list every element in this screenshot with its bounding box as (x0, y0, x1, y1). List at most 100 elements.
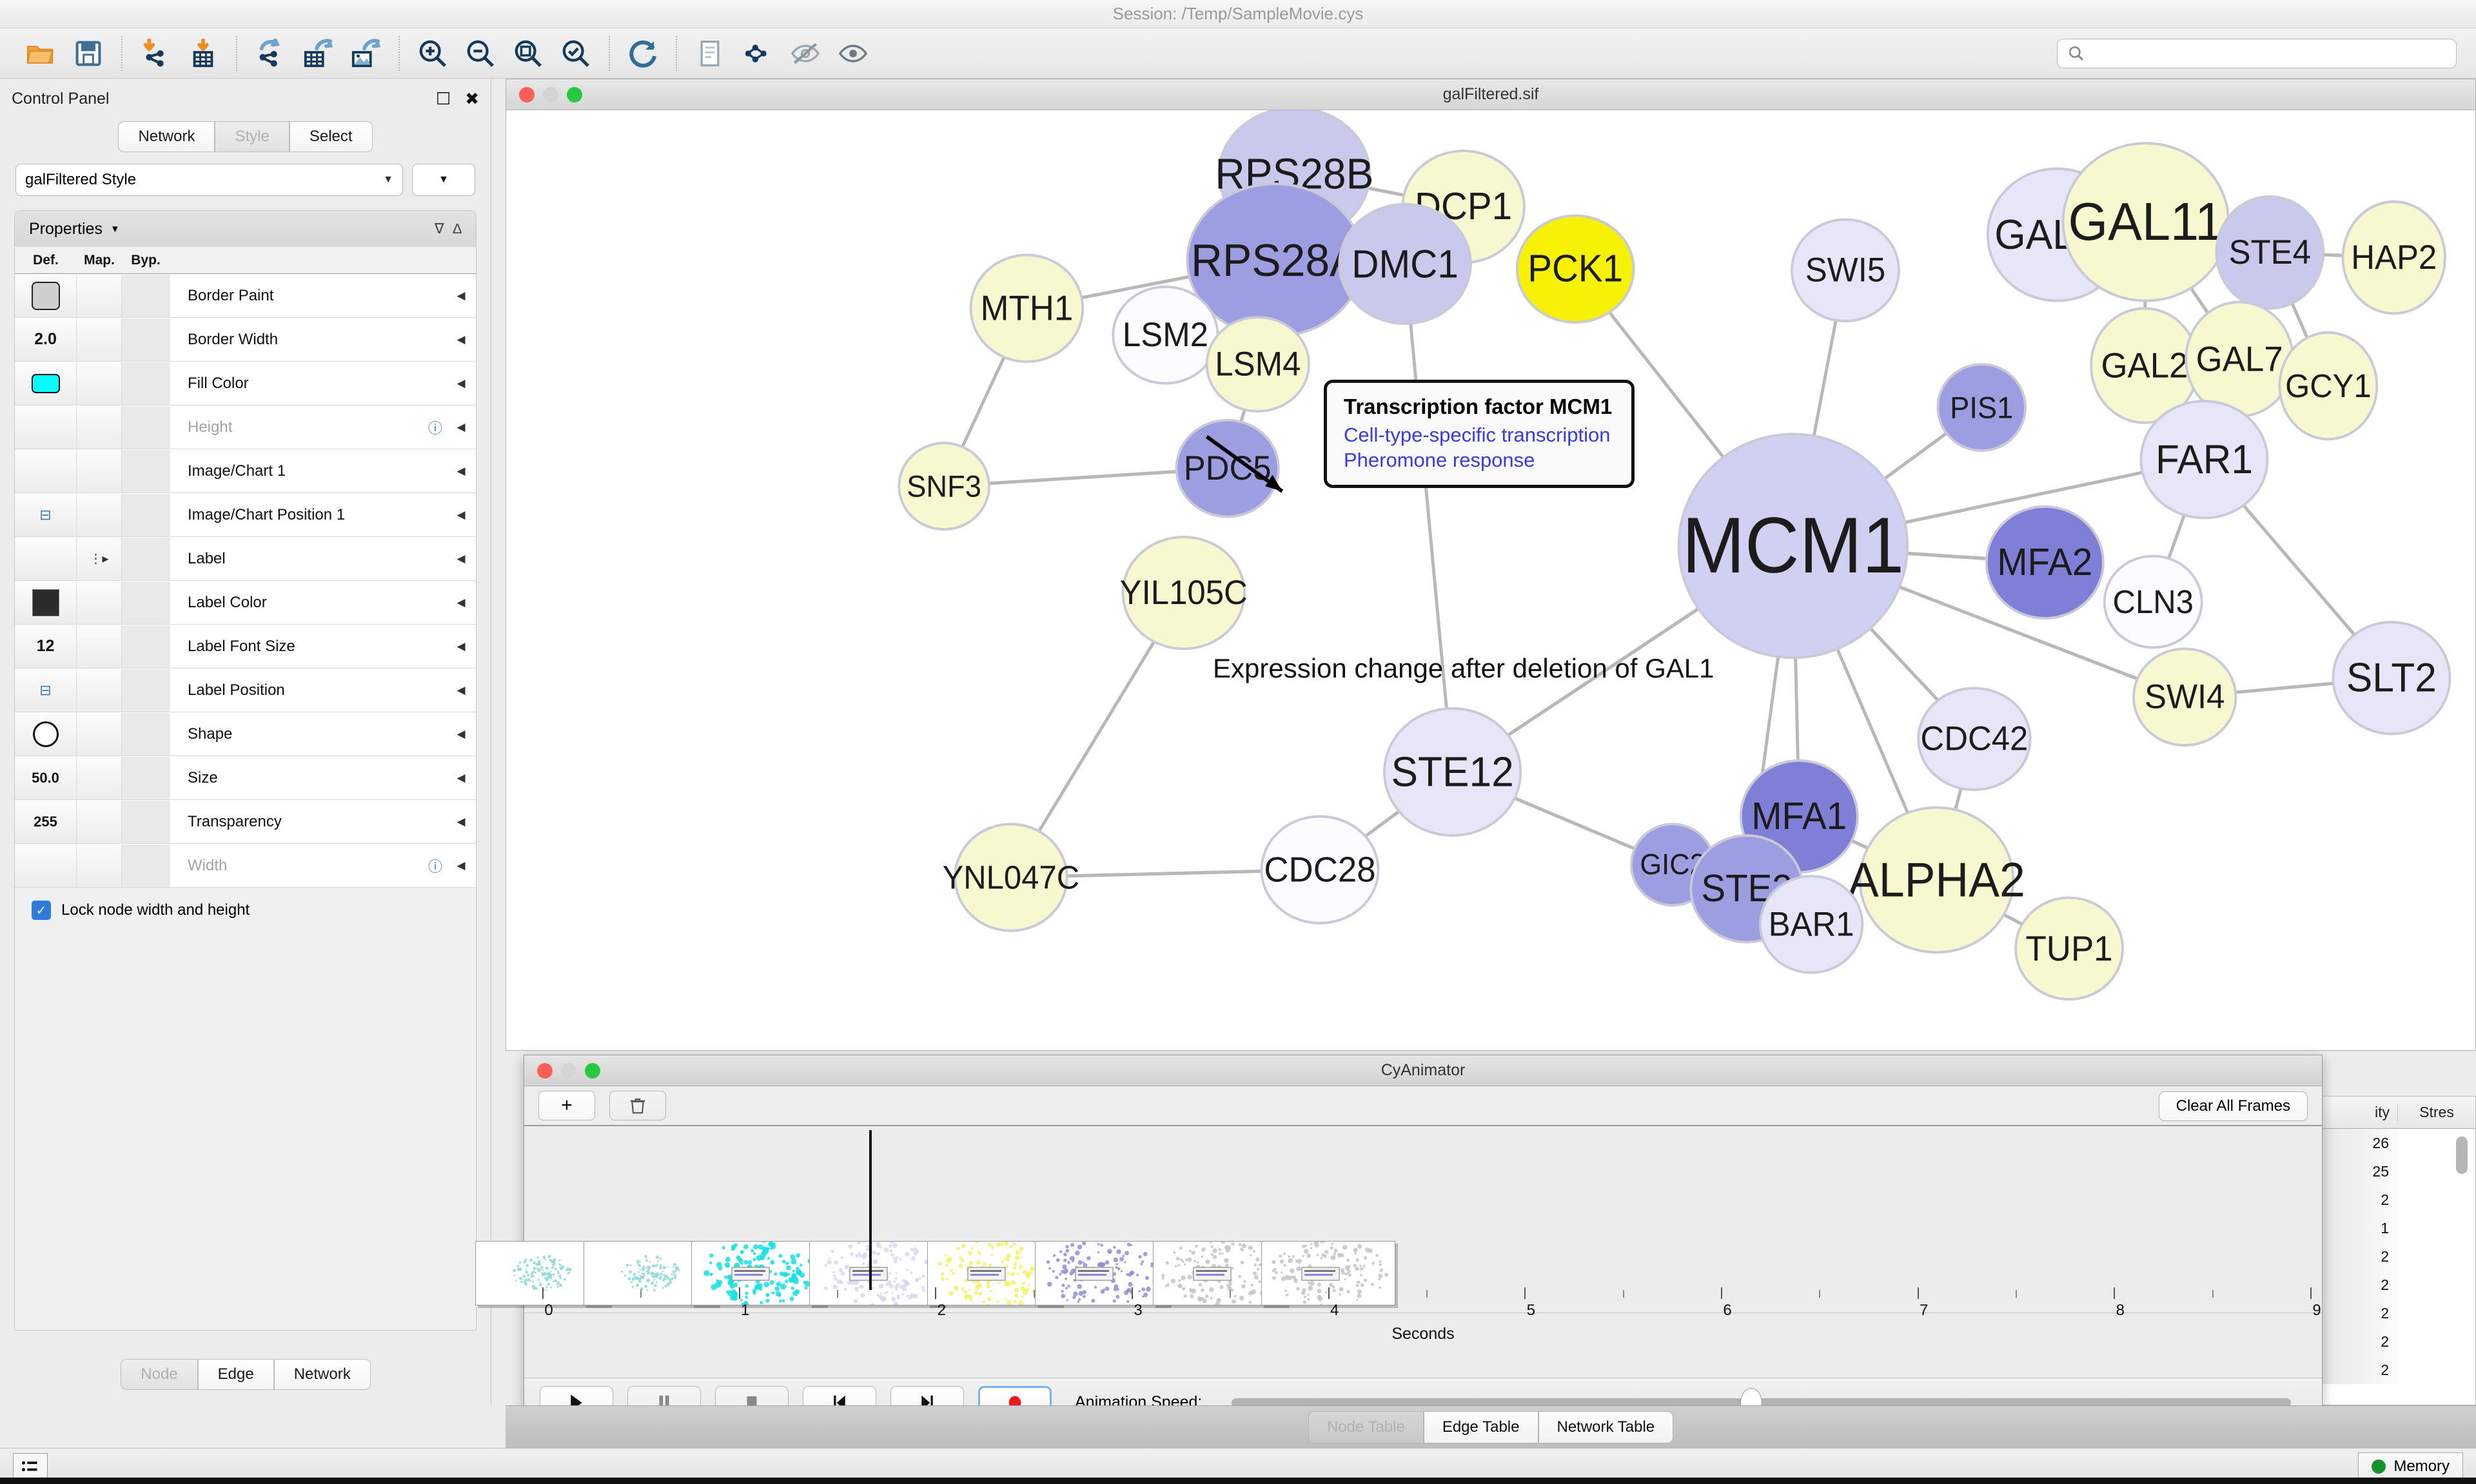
network-canvas[interactable]: RPS28B DCP1 RPS28A DMC1 PCK1 SWI5 GAL80 GAL11 MT… (506, 110, 2475, 1050)
property-row[interactable]: Height ⓘ ◀ (15, 405, 476, 449)
property-default-cell[interactable] (15, 274, 77, 317)
list-icon[interactable] (13, 1452, 48, 1480)
add-frame-button[interactable]: + (538, 1091, 595, 1120)
delete-frame-button[interactable] (609, 1091, 666, 1120)
chevron-left-icon[interactable]: ◀ (457, 639, 466, 652)
style-select[interactable]: galFiltered Style ▼ (15, 164, 403, 196)
property-row[interactable]: 50.0 Size ◀ (15, 756, 476, 800)
property-mapping-cell[interactable] (77, 756, 122, 799)
property-row[interactable]: ⊟ Label Position ◀ (15, 669, 476, 712)
table-row[interactable]: 2 (2315, 1356, 2475, 1384)
tab-node-table[interactable]: Node Table (1308, 1411, 1424, 1443)
chevron-left-icon[interactable]: ◀ (457, 552, 466, 565)
table-row[interactable]: 2 (2315, 1186, 2475, 1214)
timeline-frame[interactable] (809, 1241, 943, 1305)
property-bypass-cell[interactable] (122, 712, 170, 756)
property-row[interactable]: Border Paint ◀ (15, 274, 476, 318)
property-bypass-cell[interactable] (122, 449, 170, 493)
property-mapping-cell[interactable] (77, 581, 122, 624)
close-icon[interactable]: ✖ (465, 89, 479, 108)
zoom-out-icon[interactable] (457, 32, 504, 75)
chevron-down-icon[interactable]: ▼ (110, 223, 120, 235)
property-bypass-cell[interactable] (122, 669, 170, 712)
chevron-left-icon[interactable]: ◀ (457, 727, 466, 740)
property-bypass-cell[interactable] (122, 844, 170, 887)
export-image-icon[interactable] (342, 32, 389, 75)
property-mapping-cell[interactable] (77, 669, 122, 712)
shape-swatch[interactable] (32, 721, 59, 747)
property-mapping-cell[interactable] (77, 625, 122, 668)
chevron-left-icon[interactable]: ◀ (457, 464, 466, 477)
import-table-icon[interactable] (179, 32, 227, 75)
table-row[interactable]: 2 (2315, 1299, 2475, 1327)
property-mapping-cell[interactable] (77, 800, 122, 843)
property-default-cell[interactable]: 12 (15, 625, 77, 668)
chevron-left-icon[interactable]: ◀ (457, 596, 466, 609)
refresh-icon[interactable] (619, 32, 667, 75)
mapping-icon[interactable]: ⋮▸ (89, 552, 109, 566)
cp-tab-network[interactable]: Network (273, 1359, 371, 1390)
tab-network[interactable]: Network (118, 121, 215, 152)
table-row[interactable]: 26 (2315, 1129, 2475, 1157)
cp-tab-node[interactable]: Node (121, 1359, 198, 1390)
property-row[interactable]: Image/Chart 1 ◀ (15, 449, 476, 493)
window-close-button[interactable] (519, 86, 535, 103)
property-mapping-cell[interactable] (77, 449, 122, 493)
property-default-cell[interactable]: ⊟ (15, 493, 77, 536)
property-bypass-cell[interactable] (122, 581, 170, 624)
tab-edge-table[interactable]: Edge Table (1423, 1411, 1538, 1443)
clear-all-frames-button[interactable]: Clear All Frames (2158, 1091, 2308, 1121)
info-icon[interactable]: ⓘ (427, 420, 442, 436)
property-bypass-cell[interactable] (122, 362, 170, 405)
property-default-cell[interactable]: 50.0 (15, 756, 77, 799)
table-row[interactable]: 2 (2315, 1242, 2475, 1271)
property-row[interactable]: Width ⓘ ◀ (15, 844, 476, 888)
style-options-button[interactable]: ▼ (412, 164, 475, 196)
property-default-cell[interactable] (15, 449, 77, 493)
fill-color-swatch[interactable] (31, 373, 60, 393)
property-bypass-cell[interactable] (122, 405, 170, 449)
timeline-frame[interactable] (1035, 1241, 1170, 1305)
property-row[interactable]: Label Color ◀ (15, 581, 476, 625)
property-mapping-cell[interactable] (77, 318, 122, 361)
new-network-icon[interactable] (686, 32, 734, 75)
open-folder-icon[interactable] (17, 32, 64, 75)
timeline-frame[interactable] (1261, 1241, 1395, 1305)
table-row[interactable]: 2 (2315, 1327, 2475, 1356)
float-icon[interactable]: ☐ (435, 89, 451, 108)
chevron-left-icon[interactable]: ◀ (457, 508, 466, 521)
property-default-cell[interactable]: 2.0 (15, 318, 77, 361)
mcm1-annotation-box[interactable]: Transcription factor MCM1 Cell-type-spec… (1324, 380, 1635, 488)
first-neighbors-icon[interactable] (734, 32, 781, 75)
property-row[interactable]: 2.0 Border Width ◀ (15, 318, 476, 362)
property-default-cell[interactable] (15, 844, 77, 887)
property-row[interactable]: Shape ◀ (15, 712, 476, 756)
property-mapping-cell[interactable]: ⋮▸ (77, 537, 122, 580)
property-default-cell[interactable] (15, 362, 77, 405)
property-mapping-cell[interactable] (77, 844, 122, 887)
window-minimize-button[interactable] (543, 86, 558, 103)
property-bypass-cell[interactable] (122, 537, 170, 580)
table-row[interactable]: 2 (2315, 1271, 2475, 1299)
chevron-left-icon[interactable]: ◀ (457, 683, 466, 696)
expand-all-icon[interactable]: ∆ (453, 220, 462, 237)
property-default-cell[interactable] (15, 712, 77, 756)
property-default-cell[interactable]: ⊟ (15, 669, 77, 712)
property-row[interactable]: Fill Color ◀ (15, 362, 476, 405)
zoom-fit-icon[interactable] (504, 32, 552, 75)
chevron-left-icon[interactable]: ◀ (457, 771, 466, 784)
zoom-selected-icon[interactable] (552, 32, 600, 75)
property-mapping-cell[interactable] (77, 712, 122, 756)
property-default-cell[interactable]: 255 (15, 800, 77, 843)
cyanimator-minimize-button[interactable] (561, 1062, 576, 1079)
property-default-cell[interactable] (15, 537, 77, 580)
property-row[interactable]: 255 Transparency ◀ (15, 800, 476, 844)
chevron-left-icon[interactable]: ◀ (457, 376, 466, 389)
collapse-all-icon[interactable]: ∇ (434, 220, 444, 237)
property-bypass-cell[interactable] (122, 625, 170, 668)
chevron-left-icon[interactable]: ◀ (457, 859, 466, 872)
timeline-frame[interactable] (691, 1241, 826, 1305)
data-table-scrollbar[interactable] (2456, 1137, 2468, 1174)
save-icon[interactable] (64, 32, 112, 75)
chevron-left-icon[interactable]: ◀ (457, 815, 466, 828)
